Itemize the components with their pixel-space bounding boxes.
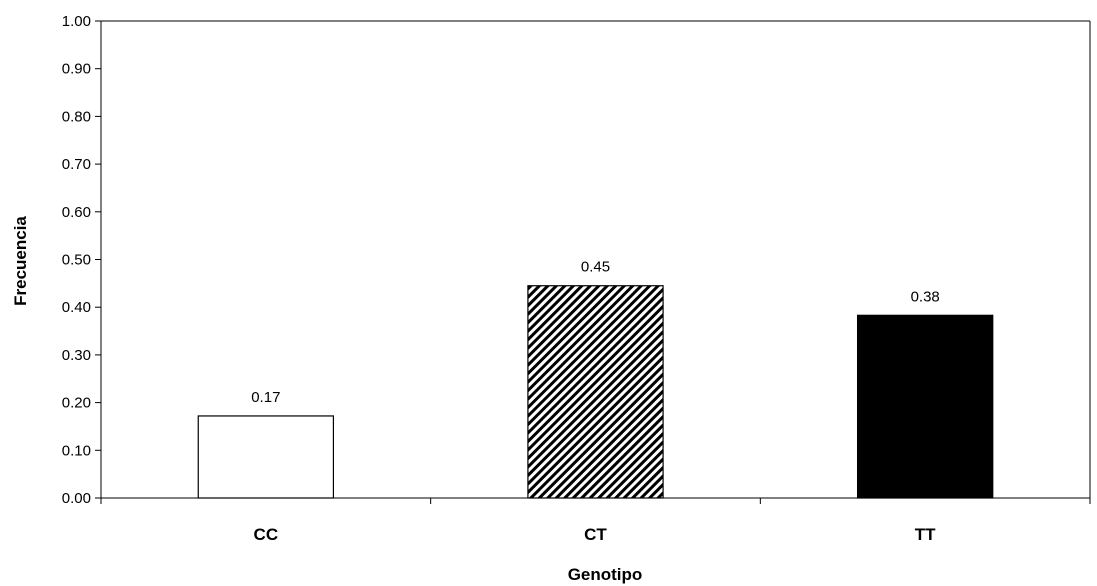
x-tick-label-cc: CC bbox=[254, 525, 279, 544]
y-tick-label: 1.00 bbox=[62, 13, 91, 30]
y-axis-title: Frecuencia bbox=[11, 216, 30, 306]
bar-ct bbox=[527, 285, 664, 499]
y-tick-label: 0.00 bbox=[62, 490, 91, 507]
y-tick-label: 0.60 bbox=[62, 204, 91, 221]
data-label-ct: 0.45 bbox=[581, 259, 610, 276]
y-tick-label: 0.80 bbox=[62, 108, 91, 125]
y-tick-label: 0.40 bbox=[62, 299, 91, 316]
y-tick-label: 0.20 bbox=[62, 395, 91, 412]
plot-area: 0.17 0.45 0.38 bbox=[101, 20, 1091, 499]
y-tick-label: 0.30 bbox=[62, 347, 91, 364]
x-axis-title: Genotipo bbox=[568, 565, 643, 584]
bar-tt bbox=[856, 314, 994, 499]
x-axis: CC CT TT bbox=[100, 497, 1091, 544]
y-tick-label: 0.50 bbox=[62, 252, 91, 269]
bar-cc bbox=[197, 415, 335, 499]
y-tick-label: 0.90 bbox=[62, 61, 91, 78]
y-tick-label: 0.70 bbox=[62, 156, 91, 173]
y-tick-label: 0.10 bbox=[62, 442, 91, 459]
x-tick-label-tt: TT bbox=[915, 525, 936, 544]
x-tick-label-ct: CT bbox=[584, 525, 607, 544]
data-label-cc: 0.17 bbox=[251, 389, 280, 406]
data-label-tt: 0.38 bbox=[911, 288, 940, 305]
y-axis: 0.00 0.10 0.20 0.30 0.40 0.50 0.60 0.70 0.80 0.90… bbox=[62, 13, 102, 507]
